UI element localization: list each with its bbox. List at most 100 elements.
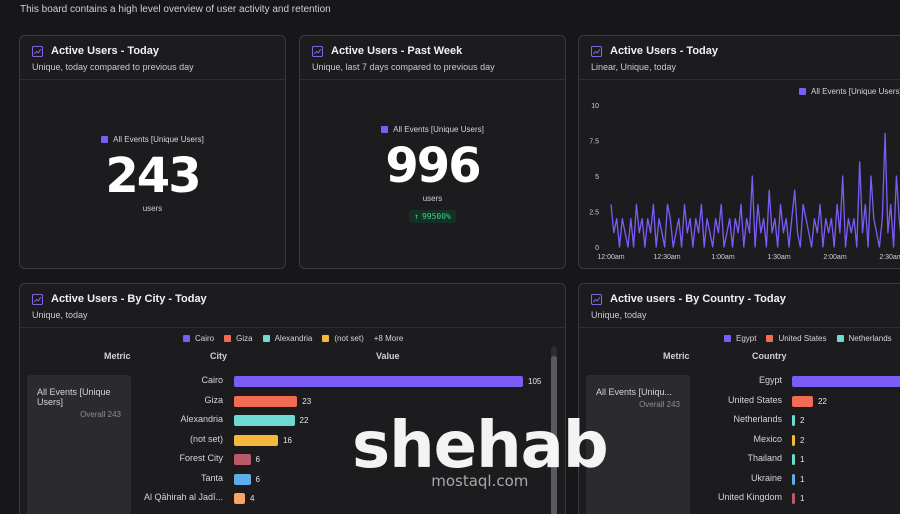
card-title: Active Users - By City - Today: [51, 293, 207, 305]
metric-unit: users: [422, 194, 443, 203]
bar[interactable]: [792, 415, 795, 426]
bar[interactable]: [234, 376, 523, 387]
bar[interactable]: [234, 395, 298, 407]
metric-value: 243: [105, 148, 201, 204]
bar[interactable]: [792, 395, 813, 407]
legend-swatch: [724, 335, 731, 342]
card-title: Active Users - Today: [610, 45, 719, 57]
card-active-users-linear[interactable]: Active Users - Today Linear, Unique, tod…: [578, 35, 900, 269]
legend-item[interactable]: Netherlands: [836, 334, 892, 343]
metric-name: All Events [Unique Users]: [37, 387, 111, 407]
card-subtitle: Unique, last 7 days compared to previous…: [312, 62, 495, 72]
bar-value: 1: [800, 474, 805, 484]
legend-label: (not set): [334, 334, 364, 343]
legend-item[interactable]: All Events [Unique Users]: [381, 125, 484, 134]
bar[interactable]: [792, 454, 795, 465]
x-tick-label: 12:30am: [653, 254, 680, 261]
bar[interactable]: [234, 415, 295, 426]
city-legend: Cairo Giza Alexandria (not set) +8 More: [183, 334, 403, 343]
legend-label: Giza: [236, 334, 253, 343]
bar-label: Netherlands: [733, 414, 782, 424]
legend-item[interactable]: Cairo: [183, 334, 214, 343]
bar-value: 2: [800, 416, 805, 425]
bar[interactable]: [234, 454, 251, 465]
bar-label: Giza: [204, 394, 223, 405]
chart-icon: [32, 293, 43, 305]
legend-label: Alexandria: [274, 334, 313, 343]
bar[interactable]: [234, 493, 245, 504]
bar-label: Cairo: [201, 375, 223, 385]
legend-item[interactable]: Egypt: [724, 334, 756, 343]
y-tick-label: 5: [595, 174, 599, 181]
bar-label: Tanta: [200, 472, 223, 483]
line-chart[interactable]: 10 7.5 5 2.5 0 12:00am 12:30am 1:00am 1:30am 2:00…: [579, 36, 900, 269]
delta-badge: ↑ 99500%: [409, 210, 456, 223]
column-header-country: Country: [752, 351, 787, 361]
legend-label: Egypt: [736, 334, 757, 343]
bar-value: 22: [299, 416, 309, 425]
bar-value: 16: [283, 435, 292, 445]
legend-swatch: [101, 136, 109, 143]
legend-item[interactable]: Giza: [224, 334, 253, 343]
legend-more[interactable]: +8 More: [373, 334, 404, 343]
legend-swatch: [224, 335, 232, 342]
bar-value: 105: [528, 377, 542, 386]
metric-value: 996: [385, 138, 481, 194]
legend-item[interactable]: (not set): [322, 334, 364, 343]
legend-swatch: [836, 335, 844, 342]
chart-icon: [312, 45, 323, 57]
bar-label: Forest City: [179, 453, 223, 463]
bar-label: Thailand: [747, 453, 782, 463]
bar[interactable]: [234, 434, 279, 446]
card-active-users-by-country[interactable]: Active users - By Country - Today Unique…: [578, 283, 900, 514]
legend-label: Netherlands: [848, 334, 892, 343]
legend-swatch: [799, 88, 806, 95]
metric-overall: Overall 243: [37, 410, 121, 419]
legend-label: All Events [Unique Users]: [393, 125, 484, 134]
metric-overall-value: 243: [666, 400, 680, 409]
bar-label: Egypt: [758, 375, 782, 385]
card-title: Active users - By Country - Today: [610, 293, 786, 305]
bar-value: 6: [255, 474, 260, 484]
y-tick-label: 7.5: [589, 139, 599, 146]
card-active-users-past-week[interactable]: Active Users - Past Week Unique, last 7 …: [299, 35, 566, 269]
card-subtitle: Unique, today compared to previous day: [32, 62, 194, 72]
y-tick-label: 10: [591, 103, 599, 110]
bar[interactable]: [234, 473, 251, 485]
x-tick-label: 2:00am: [823, 254, 847, 261]
metric-overall: Overall 243: [596, 400, 680, 409]
bar[interactable]: [792, 434, 795, 446]
legend-swatch: [262, 335, 270, 342]
legend-item[interactable]: United States: [766, 334, 827, 343]
legend-item[interactable]: All Events [Unique Users]: [101, 135, 204, 144]
y-tick-label: 2.5: [589, 210, 599, 217]
legend-label: All Events [Unique Users]: [113, 135, 204, 144]
bar-label: (not set): [189, 433, 223, 444]
x-tick-label: 1:30am: [767, 254, 791, 261]
card-header: Active Users - Past Week Unique, last 7 …: [300, 36, 565, 80]
card-header: Active Users - Today Unique, today compa…: [20, 36, 285, 80]
bar[interactable]: [792, 493, 795, 504]
metric-box[interactable]: All Events [Unique Users] Overall 243: [27, 375, 131, 514]
chart-icon: [32, 45, 43, 57]
x-tick-label: 2:30am: [879, 254, 900, 261]
legend-item[interactable]: All Events [Unique Users]: [799, 87, 900, 96]
bar[interactable]: [792, 376, 900, 387]
delta-value: 99500%: [421, 212, 451, 221]
column-header-metric: Metric: [663, 351, 690, 361]
series-line[interactable]: [610, 132, 900, 248]
card-active-users-today[interactable]: Active Users - Today Unique, today compa…: [19, 35, 286, 269]
metric-box[interactable]: All Events [Uniqu... Overall 243: [586, 375, 690, 514]
scrollbar[interactable]: [551, 346, 557, 514]
column-header-metric: Metric: [104, 351, 131, 361]
column-header-city: City: [210, 351, 228, 361]
legend-swatch: [322, 335, 330, 342]
legend-swatch: [766, 335, 774, 342]
scrollbar-thumb[interactable]: [551, 356, 557, 514]
country-bar-chart: Egypt United States 22 Netherlands 2 Mexico 2 T…: [579, 284, 900, 514]
legend-label: Cairo: [195, 334, 215, 343]
legend-item[interactable]: Alexandria: [262, 334, 313, 343]
x-tick-label: 12:00am: [597, 254, 624, 261]
card-active-users-by-city[interactable]: Active Users - By City - Today Unique, t…: [19, 283, 566, 514]
bar[interactable]: [792, 473, 795, 485]
